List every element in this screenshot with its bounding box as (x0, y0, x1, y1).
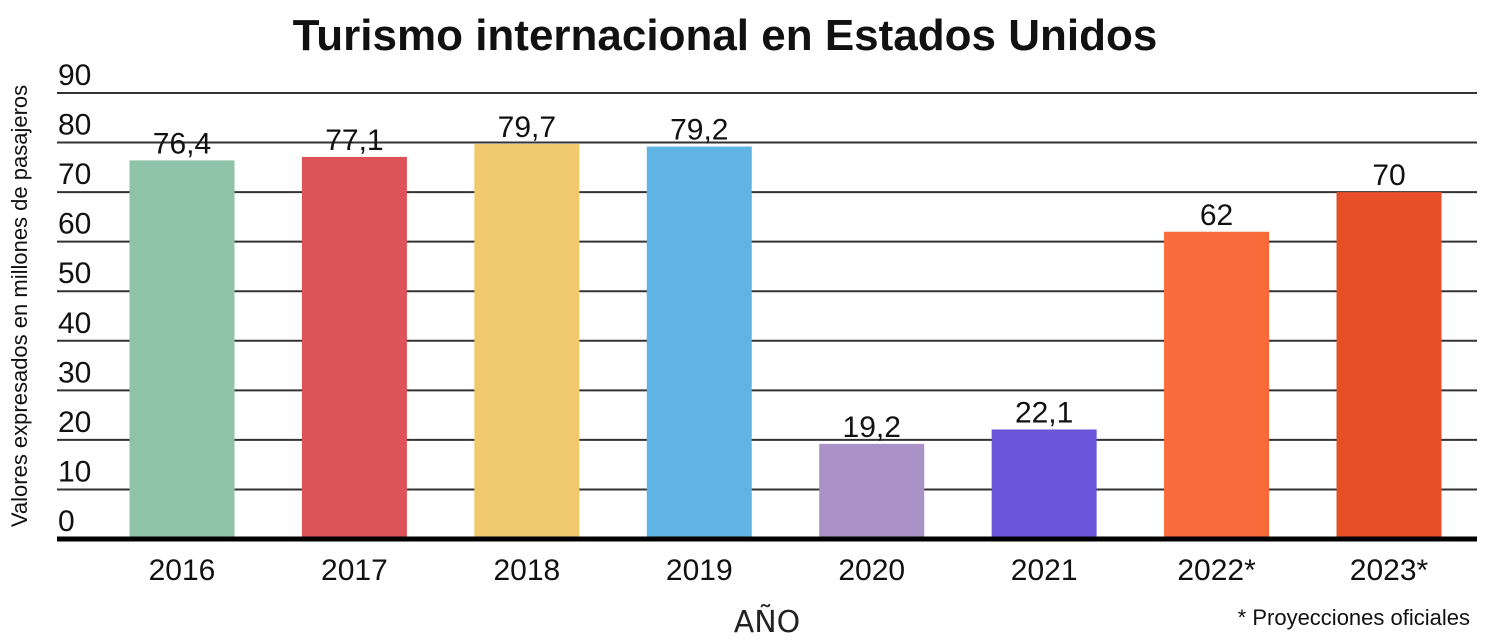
data-label: 70 (1372, 159, 1405, 192)
data-label: 79,2 (670, 114, 728, 147)
y-tick-label: 40 (58, 307, 91, 340)
bar (129, 160, 235, 539)
data-label: 62 (1200, 199, 1233, 232)
y-tick-label: 10 (58, 455, 91, 488)
y-tick-label: 50 (58, 257, 91, 290)
gridlines (57, 92, 1477, 491)
data-label: 76,4 (153, 127, 211, 160)
data-label: 77,1 (325, 124, 383, 157)
chart-title: Turismo internacional en Estados Unidos (293, 11, 1158, 60)
x-tick-label: 2018 (493, 554, 560, 587)
x-tick-label: 2016 (149, 554, 216, 587)
y-tick-label: 30 (58, 356, 91, 389)
data-label: 79,7 (498, 111, 556, 144)
bars (129, 144, 1442, 539)
x-tick-label: 2017 (321, 554, 388, 587)
y-tick-label: 0 (58, 505, 75, 538)
y-tick-label: 20 (58, 406, 91, 439)
data-label: 19,2 (843, 411, 901, 444)
y-tick-label: 70 (58, 158, 91, 191)
y-tick-label: 60 (58, 208, 91, 241)
x-tick-label: 2019 (666, 554, 733, 587)
bar (1336, 192, 1442, 539)
bar (474, 144, 580, 539)
bar (991, 429, 1097, 539)
x-tick-label: 2023* (1350, 554, 1429, 587)
y-axis-label: Valores expresados en millones de pasaje… (7, 85, 32, 527)
bar (819, 443, 925, 539)
data-labels: 76,4 77,1 79,7 79,2 19,2 22,1 62 70 (153, 111, 1406, 444)
x-tick-label: 2022* (1177, 554, 1256, 587)
y-tick-label: 90 (58, 59, 91, 92)
y-tick-label: 80 (58, 109, 91, 142)
footnote: * Proyecciones oficiales (1238, 605, 1470, 630)
x-axis-label: AÑO (734, 604, 801, 640)
bar (1164, 231, 1270, 539)
data-label: 22,1 (1015, 396, 1073, 429)
y-tick-labels: 0 10 20 30 40 50 60 70 80 90 (58, 59, 91, 538)
bar (301, 156, 407, 539)
x-tick-label: 2020 (838, 554, 905, 587)
bar (646, 146, 752, 539)
x-tick-label: 2021 (1011, 554, 1078, 587)
category-labels: 2016 2017 2018 2019 2020 2021 2022* 2023* (149, 554, 1429, 587)
